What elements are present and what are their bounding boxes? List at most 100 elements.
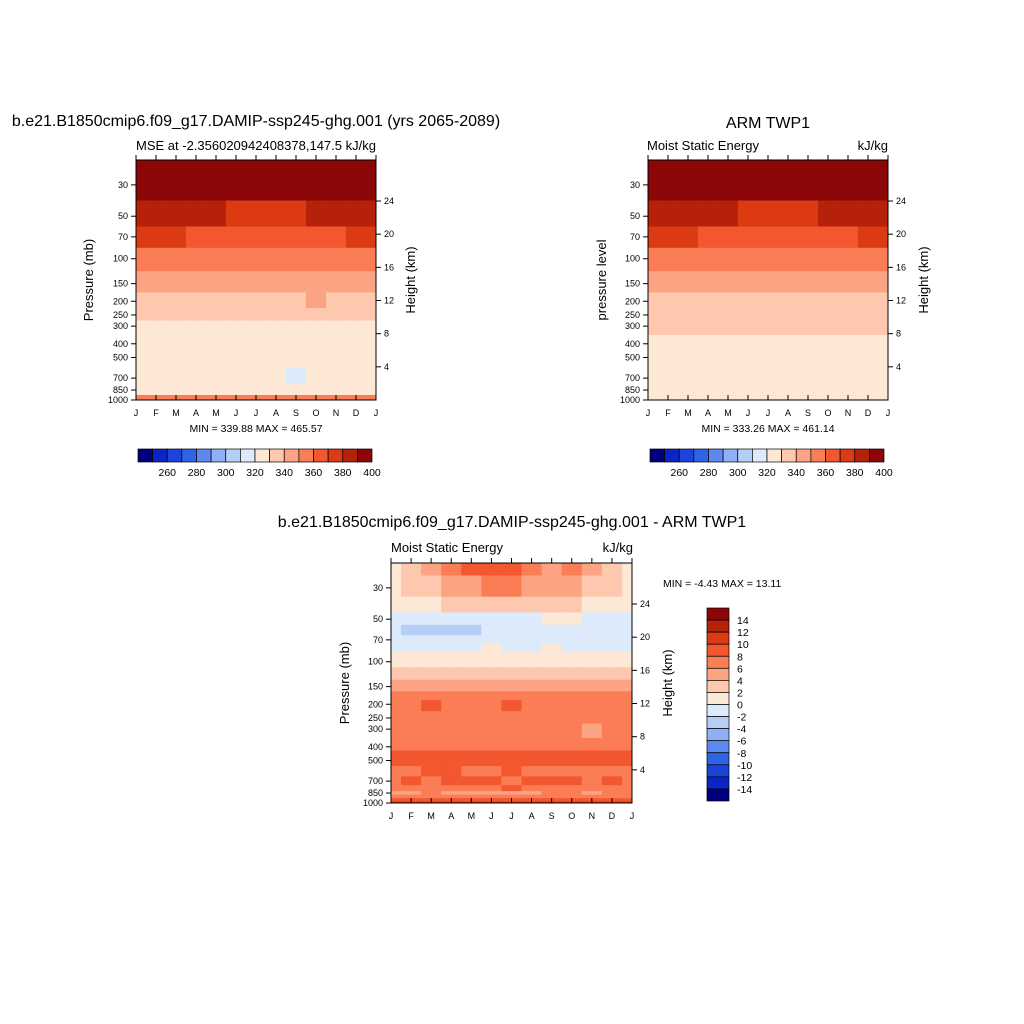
heatmap-cell — [146, 384, 167, 396]
colorbar-swatch — [706, 619, 730, 633]
colorbar-swatch — [664, 448, 680, 463]
heatmap-cell — [738, 384, 759, 396]
heatmap-cell — [521, 691, 543, 701]
x-tick-label: O — [312, 408, 319, 418]
heatmap-cell — [858, 320, 879, 336]
heatmap-cell — [136, 384, 147, 396]
heatmap-cell — [541, 700, 563, 712]
heatmap-cell — [421, 711, 442, 725]
y-right-tick-label: 12 — [640, 699, 650, 709]
heatmap-cell — [838, 367, 859, 385]
heatmap-cell — [266, 308, 287, 322]
heatmap-cell — [166, 367, 187, 385]
heatmap-cell — [391, 563, 402, 577]
panel-diff-title: b.e21.B1850cmip6.f09_g17.DAMIP-ssp245-gh… — [278, 514, 747, 531]
heatmap-cell — [461, 711, 482, 725]
heatmap-cell — [366, 226, 376, 249]
heatmap-cell — [541, 651, 563, 660]
heatmap-cell — [738, 320, 759, 336]
colorbar-label: 340 — [275, 467, 293, 479]
heatmap-cell — [718, 320, 739, 336]
heatmap-cell — [306, 292, 327, 309]
heatmap-cell — [601, 737, 623, 751]
heatmap-cell — [401, 667, 422, 681]
y-tick-label: 70 — [630, 232, 640, 242]
heatmap-cell — [401, 651, 422, 660]
heatmap-cell — [698, 226, 719, 249]
y-tick-label: 150 — [113, 279, 128, 289]
heatmap-cell — [658, 226, 679, 249]
heatmap-cell — [601, 658, 623, 668]
y-tick-label: 70 — [118, 232, 128, 242]
heatmap-cell — [461, 596, 482, 613]
heatmap-cell — [561, 563, 583, 577]
x-tick-label: D — [609, 811, 616, 821]
heatmap-cell — [501, 643, 523, 653]
heatmap-cell — [366, 271, 376, 294]
heatmap-cell — [601, 596, 623, 613]
colorbar-swatch — [210, 448, 227, 463]
heatmap-cell — [226, 247, 247, 272]
heatmap-cell — [391, 667, 402, 681]
heatmap-cell — [621, 700, 632, 712]
panel-obs-title: ARM TWP1 — [726, 115, 810, 132]
heatmap-cell — [718, 350, 739, 369]
heatmap-cell — [798, 247, 819, 272]
heatmap-cell — [678, 247, 699, 272]
heatmap-cell — [858, 160, 879, 202]
heatmap-cell — [601, 766, 623, 777]
colorbar-swatch — [706, 655, 730, 669]
heatmap-cell — [401, 776, 422, 786]
heatmap-cell — [366, 320, 376, 336]
heatmap-cell — [501, 575, 523, 598]
heatmap-cell — [561, 575, 583, 598]
heatmap-cell — [541, 643, 563, 653]
heatmap-cell — [621, 643, 632, 653]
heatmap-cell — [601, 575, 623, 598]
heatmap-cell — [401, 658, 422, 668]
colorbar-swatch — [283, 448, 300, 463]
heatmap-cell — [541, 723, 563, 739]
heatmap-cell — [391, 791, 402, 796]
heatmap-cell — [421, 785, 442, 792]
colorbar-swatch — [357, 448, 373, 463]
x-tick-label: S — [293, 408, 299, 418]
y-right-tick-label: 12 — [896, 296, 906, 306]
heatmap-cell — [581, 794, 603, 799]
heatmap-cell — [601, 563, 623, 577]
heatmap-cell — [621, 798, 632, 803]
heatmap-cell — [346, 247, 367, 272]
heatmap-cell — [581, 785, 603, 792]
heatmap-cell — [678, 271, 699, 294]
heatmap-cell — [186, 384, 207, 396]
heatmap-cell — [521, 651, 543, 660]
x-tick-label: D — [865, 408, 872, 418]
heatmap-cell — [481, 643, 503, 653]
heatmap-cell — [601, 791, 623, 796]
heatmap-cell — [186, 367, 207, 385]
heatmap-cell — [601, 794, 623, 799]
heatmap-cell — [541, 612, 563, 626]
heatmap-cell — [226, 320, 247, 336]
y-tick-label: 30 — [630, 180, 640, 190]
y-tick-label: 1000 — [363, 798, 383, 808]
heatmap-cell — [166, 247, 187, 272]
heatmap-cell — [246, 308, 267, 322]
y-tick-label: 500 — [113, 352, 128, 362]
heatmap-cell — [136, 367, 147, 385]
colorbar-swatch — [706, 607, 730, 621]
heatmap-cell — [286, 247, 307, 272]
heatmap-cell — [678, 308, 699, 322]
heatmap-cell — [206, 384, 227, 396]
heatmap-cell — [878, 395, 888, 400]
x-tick-label: F — [153, 408, 159, 418]
heatmap-cell — [266, 160, 287, 202]
heatmap-cell — [738, 350, 759, 369]
heatmap-cell — [501, 785, 523, 792]
heatmap-cell — [326, 200, 347, 228]
colorbar-swatch — [706, 752, 730, 766]
colorbar-label: 300 — [217, 467, 235, 479]
heatmap-cell — [481, 612, 503, 626]
heatmap-cell — [521, 667, 543, 681]
